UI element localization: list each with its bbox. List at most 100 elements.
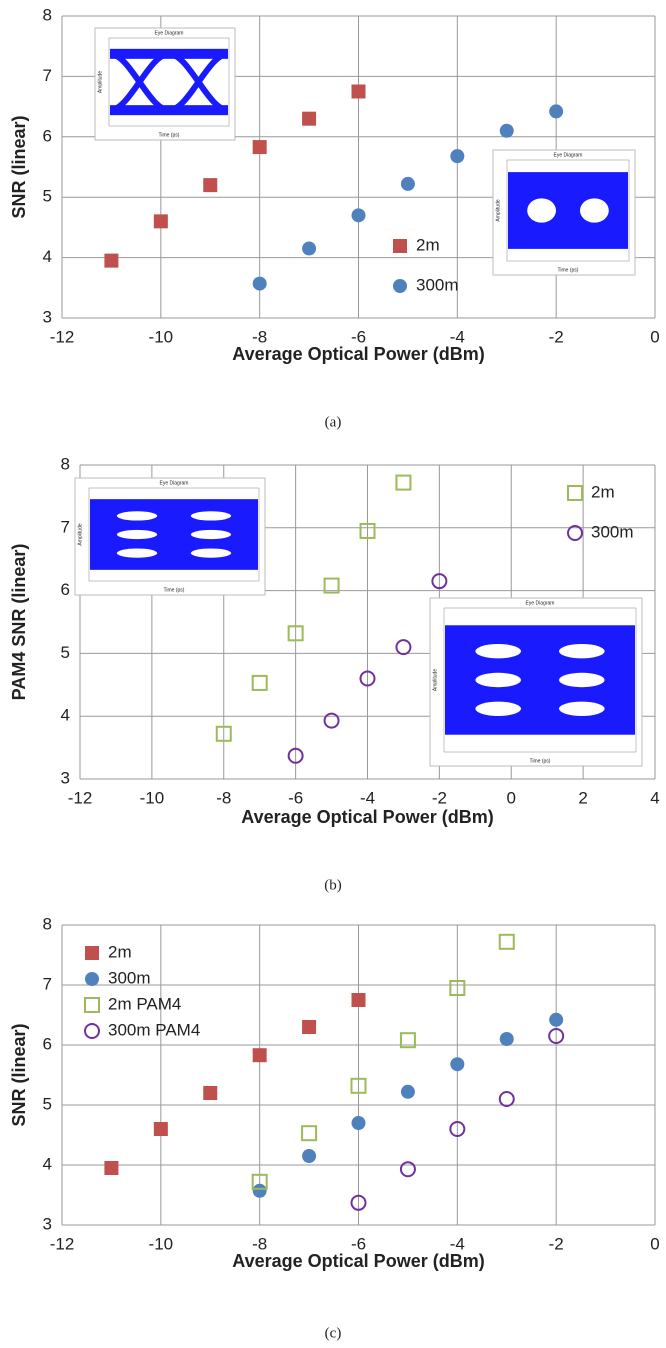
x-axis-label: Average Optical Power (dBm)	[232, 344, 484, 364]
y-axis-label: SNR (linear)	[9, 115, 29, 218]
legend-label: 300m PAM4	[108, 1020, 200, 1039]
marker	[352, 208, 366, 222]
legend-label: 2m	[108, 942, 132, 961]
marker	[352, 1116, 366, 1130]
x-tick-label: 4	[650, 788, 659, 807]
marker	[104, 1161, 118, 1175]
figure: 345678-12-10-8-6-4-20Eye DiagramTime (ps…	[0, 0, 666, 1348]
x-axis-label: Average Optical Power (dBm)	[241, 807, 493, 827]
y-tick-label: 4	[61, 706, 70, 725]
caption: (b)	[324, 877, 342, 893]
y-tick-label: 3	[43, 1214, 52, 1233]
legend-marker	[568, 486, 582, 500]
inset-x-label: Time (ps)	[164, 587, 185, 593]
inset-y-label: Amplitude	[495, 199, 501, 221]
marker	[203, 178, 217, 192]
marker	[253, 1048, 267, 1062]
marker	[104, 254, 118, 268]
eye-band	[445, 625, 635, 734]
eye-opening	[559, 702, 605, 716]
marker	[253, 140, 267, 154]
inset-y-label: Amplitude	[432, 669, 438, 691]
marker	[450, 1057, 464, 1071]
caption: (c)	[325, 1325, 342, 1341]
marker	[302, 1126, 316, 1140]
inset-y-label: Amplitude	[77, 523, 83, 545]
legend-label: 300m	[591, 522, 634, 541]
eye-opening	[117, 511, 157, 520]
x-tick-label: -2	[549, 327, 564, 346]
y-tick-label: 6	[43, 1034, 52, 1053]
marker	[549, 104, 563, 118]
y-tick-label: 5	[43, 187, 52, 206]
marker	[352, 993, 366, 1007]
marker	[450, 149, 464, 163]
eye-opening	[527, 198, 556, 222]
x-tick-label: 0	[650, 1234, 659, 1253]
inset-title: Eye Diagram	[155, 30, 184, 36]
y-tick-label: 8	[61, 454, 70, 473]
marker	[302, 1020, 316, 1034]
marker	[325, 714, 339, 728]
y-tick-label: 4	[43, 1154, 52, 1173]
legend-marker	[85, 972, 99, 986]
y-tick-label: 4	[43, 247, 52, 266]
eye-diagram-inset: Eye Diagram Time (ps) Amplitude	[95, 28, 235, 140]
inset-y-label: Amplitude	[97, 71, 103, 93]
eye-band	[90, 499, 258, 570]
inset-x-label: Time (ps)	[159, 132, 180, 138]
eye-opening	[191, 530, 231, 539]
y-tick-label: 3	[43, 307, 52, 326]
marker	[401, 1162, 415, 1176]
legend-marker	[85, 1024, 99, 1038]
eye-opening	[191, 548, 231, 557]
x-tick-label: -6	[288, 788, 303, 807]
x-tick-label: -12	[68, 788, 93, 807]
x-tick-label: -10	[149, 327, 174, 346]
y-axis-label: PAM4 SNR (linear)	[9, 544, 29, 701]
marker	[253, 676, 267, 690]
marker	[203, 1086, 217, 1100]
marker	[500, 1032, 514, 1046]
marker	[154, 1122, 168, 1136]
y-tick-label: 6	[61, 580, 70, 599]
legend-label: 2m PAM4	[108, 994, 181, 1013]
legend-label: 2m	[591, 482, 615, 501]
marker	[500, 124, 514, 138]
eye-opening	[117, 530, 157, 539]
marker	[500, 935, 514, 949]
caption: (a)	[325, 414, 342, 430]
legend-marker	[393, 279, 407, 293]
inset-x-label: Time (ps)	[530, 758, 551, 764]
y-tick-label: 7	[61, 517, 70, 536]
x-tick-label: -2	[549, 1234, 564, 1253]
eye-opening	[559, 673, 605, 687]
marker	[500, 1092, 514, 1106]
marker	[302, 1149, 316, 1163]
eye-opening	[117, 548, 157, 557]
eye-opening	[475, 673, 521, 687]
y-tick-label: 7	[43, 974, 52, 993]
marker	[401, 1085, 415, 1099]
legend-marker	[393, 239, 407, 253]
legend-label: 300m	[416, 275, 459, 294]
x-tick-label: 0	[507, 788, 516, 807]
marker	[154, 214, 168, 228]
y-tick-label: 7	[43, 66, 52, 85]
eye-opening	[475, 644, 521, 658]
y-tick-label: 5	[43, 1094, 52, 1113]
eye-opening	[559, 644, 605, 658]
inset-title: Eye Diagram	[554, 152, 583, 158]
marker	[302, 242, 316, 256]
y-tick-label: 8	[43, 914, 52, 933]
inset-title: Eye Diagram	[526, 600, 555, 606]
marker	[253, 1184, 267, 1198]
legend-label: 2m	[416, 235, 440, 254]
eye-band	[508, 172, 628, 249]
marker	[549, 1013, 563, 1027]
x-tick-label: -2	[432, 788, 447, 807]
legend-marker	[85, 946, 99, 960]
marker	[396, 640, 410, 654]
